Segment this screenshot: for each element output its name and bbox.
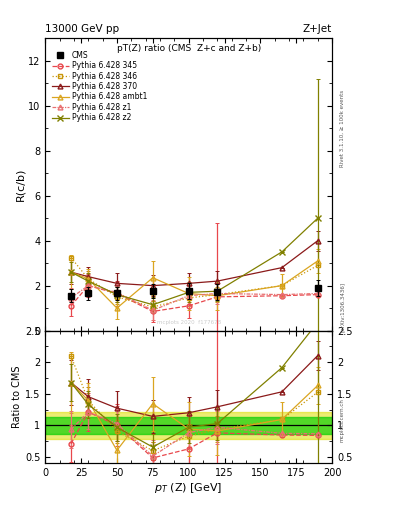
Legend: CMS, Pythia 6.428 345, Pythia 6.428 346, Pythia 6.428 370, Pythia 6.428 ambt1, P: CMS, Pythia 6.428 345, Pythia 6.428 346,… bbox=[52, 51, 147, 122]
Text: mcplots 2020  f177678: mcplots 2020 f177678 bbox=[156, 319, 221, 325]
Text: pT(Z) ratio (CMS  Z+c and Z+b): pT(Z) ratio (CMS Z+c and Z+b) bbox=[116, 44, 261, 53]
Text: [arXiv:1306.3436]: [arXiv:1306.3436] bbox=[340, 282, 345, 332]
Text: mcplots.cern.ch: mcplots.cern.ch bbox=[340, 398, 345, 442]
Text: Rivet 3.1.10, ≥ 100k events: Rivet 3.1.10, ≥ 100k events bbox=[340, 90, 345, 166]
Y-axis label: R(c/b): R(c/b) bbox=[15, 168, 25, 201]
X-axis label: $p_T$ (Z) [GeV]: $p_T$ (Z) [GeV] bbox=[154, 481, 223, 495]
Text: Z+Jet: Z+Jet bbox=[303, 24, 332, 34]
Bar bbox=[45, 417, 332, 434]
Text: 13000 GeV pp: 13000 GeV pp bbox=[45, 24, 119, 34]
Y-axis label: Ratio to CMS: Ratio to CMS bbox=[12, 366, 22, 428]
Bar bbox=[45, 412, 332, 439]
